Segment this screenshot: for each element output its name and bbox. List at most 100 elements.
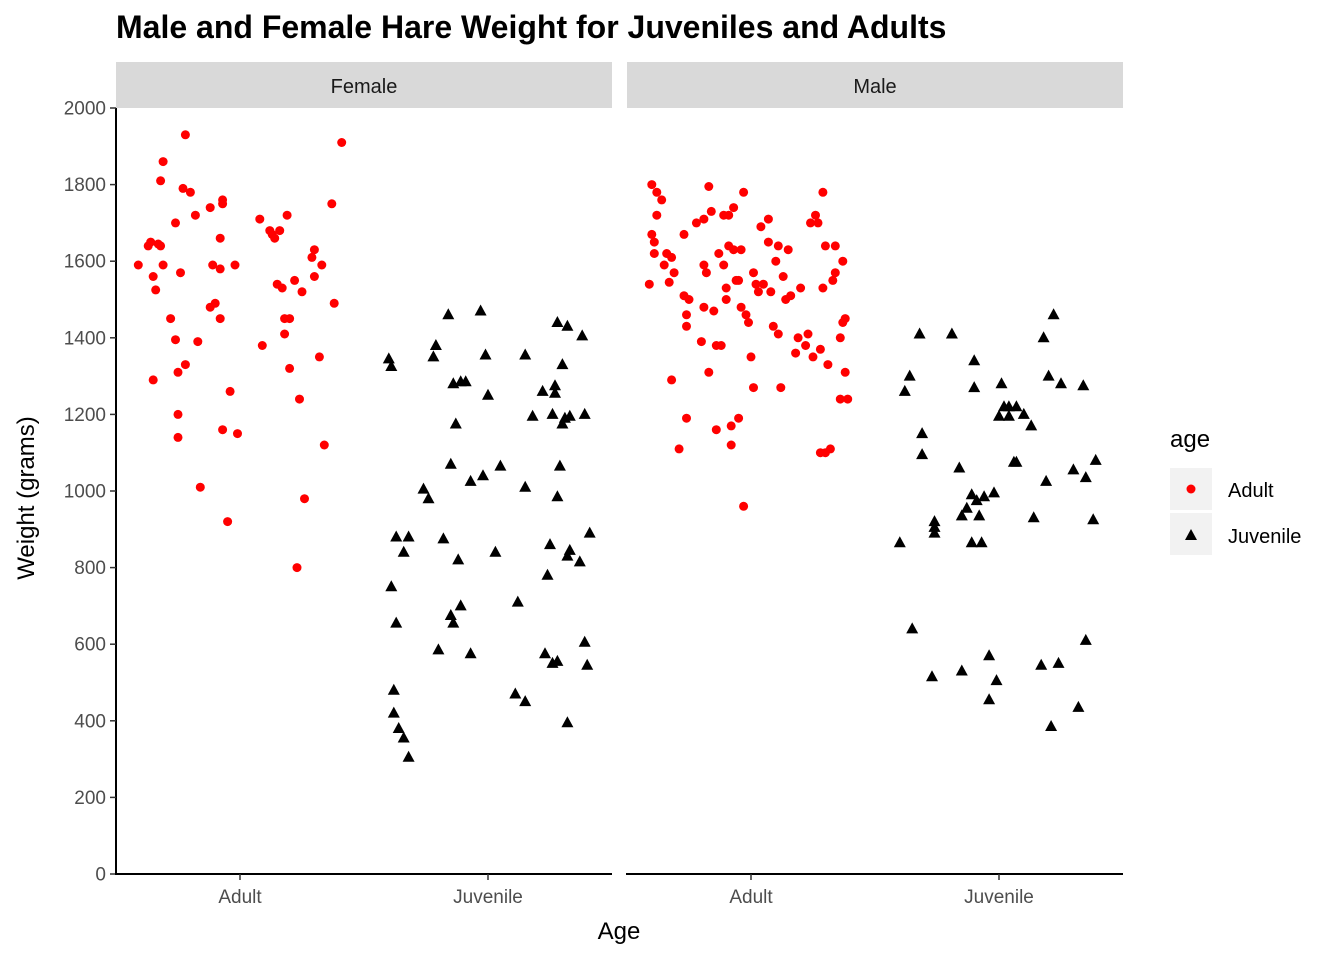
y-tick-label: 400 — [74, 711, 106, 732]
data-point-adult — [830, 268, 840, 278]
data-point-juvenile — [385, 360, 398, 371]
data-point-adult — [736, 302, 746, 312]
data-point-adult — [763, 214, 773, 224]
legend-title: age — [1170, 426, 1210, 453]
data-point-adult — [644, 279, 654, 289]
data-point-juvenile — [975, 536, 988, 548]
data-point-juvenile — [928, 520, 941, 532]
data-point-juvenile — [437, 532, 450, 544]
x-tick-label: Juvenile — [964, 887, 1034, 908]
data-point-juvenile — [968, 354, 981, 366]
data-point-adult — [771, 256, 781, 266]
data-point-adult — [647, 180, 657, 190]
data-point-juvenile — [482, 388, 494, 400]
data-point-adult — [749, 268, 758, 278]
data-point-adult — [716, 341, 726, 350]
x-tick-label: Juvenile — [453, 887, 523, 908]
data-point-juvenile — [519, 348, 532, 360]
data-point-adult — [218, 425, 228, 435]
data-point-juvenile — [1055, 377, 1067, 389]
data-point-juvenile — [1067, 463, 1080, 475]
data-point-juvenile — [549, 379, 561, 391]
data-point-adult — [682, 413, 691, 423]
y-tick-label: 1000 — [64, 482, 106, 503]
data-point-adult — [190, 210, 200, 220]
data-point-adult — [280, 329, 290, 339]
facet-strip — [627, 62, 1123, 108]
data-point-adult — [815, 344, 825, 354]
data-point-adult — [285, 363, 295, 373]
data-point-adult — [257, 341, 267, 350]
data-point-juvenile — [916, 427, 929, 439]
data-point-adult — [156, 176, 166, 186]
y-tick-label: 1800 — [64, 175, 106, 196]
data-point-juvenile — [444, 609, 457, 620]
data-point-juvenile — [553, 459, 566, 471]
legend: age Adult Juvenile — [1170, 426, 1301, 555]
data-point-juvenile — [1010, 400, 1023, 412]
data-point-juvenile — [452, 553, 465, 565]
data-point-adult — [724, 210, 734, 220]
data-point-adult — [156, 241, 166, 251]
data-point-adult — [682, 321, 691, 331]
data-point-adult — [171, 335, 180, 345]
data-point-adult — [751, 279, 761, 289]
data-point-juvenile — [494, 459, 507, 471]
facet-strip — [116, 62, 612, 108]
data-point-juvenile — [955, 509, 968, 521]
y-axis-title: Weight (grams) — [13, 416, 40, 580]
data-point-adult — [657, 195, 667, 205]
data-point-adult — [684, 295, 694, 304]
data-point-juvenile — [449, 417, 462, 429]
data-point-adult — [711, 425, 721, 435]
data-point-adult — [699, 214, 709, 224]
data-point-juvenile — [1042, 369, 1055, 381]
data-point-adult — [151, 285, 161, 295]
data-point-juvenile — [1037, 331, 1050, 343]
legend-key-juvenile-marker — [1185, 529, 1197, 540]
data-point-adult — [166, 314, 176, 324]
data-point-juvenile — [432, 643, 445, 655]
data-point-juvenile — [551, 490, 564, 502]
data-point-adult — [758, 279, 768, 289]
data-point-juvenile — [464, 647, 477, 659]
data-point-juvenile — [397, 545, 410, 557]
data-point-adult — [699, 260, 709, 270]
data-point-adult — [796, 283, 806, 293]
data-point-adult — [801, 341, 811, 350]
data-point-adult — [704, 182, 714, 191]
data-point-adult — [270, 233, 280, 243]
data-point-adult — [146, 237, 156, 247]
data-point-juvenile — [539, 647, 551, 659]
data-point-adult — [706, 206, 716, 216]
data-point-juvenile — [551, 654, 564, 666]
data-point-juvenile — [955, 664, 968, 676]
data-point-adult — [704, 367, 714, 377]
data-point-adult — [783, 245, 793, 255]
data-point-adult — [840, 314, 850, 324]
data-point-adult — [667, 252, 677, 262]
data-point-juvenile — [390, 616, 403, 628]
data-point-juvenile — [978, 490, 991, 502]
y-tick-label: 600 — [74, 635, 106, 656]
data-point-adult — [714, 249, 724, 258]
data-point-juvenile — [1040, 474, 1053, 486]
data-point-adult — [195, 482, 205, 492]
data-point-adult — [223, 517, 233, 527]
data-point-adult — [233, 429, 242, 439]
data-point-adult — [818, 187, 828, 197]
data-point-adult — [158, 260, 168, 270]
data-point-adult — [729, 203, 739, 213]
data-point-adult — [756, 222, 766, 232]
data-point-juvenile — [983, 693, 996, 705]
data-point-adult — [726, 440, 736, 450]
data-point-adult — [739, 187, 749, 197]
data-point-juvenile — [965, 488, 978, 500]
data-point-adult — [669, 268, 679, 278]
data-point-adult — [763, 237, 773, 247]
data-point-adult — [148, 375, 158, 385]
data-point-adult — [277, 283, 287, 293]
data-point-juvenile — [983, 649, 996, 661]
data-point-juvenile — [561, 549, 574, 561]
data-point-juvenile — [1072, 700, 1085, 712]
